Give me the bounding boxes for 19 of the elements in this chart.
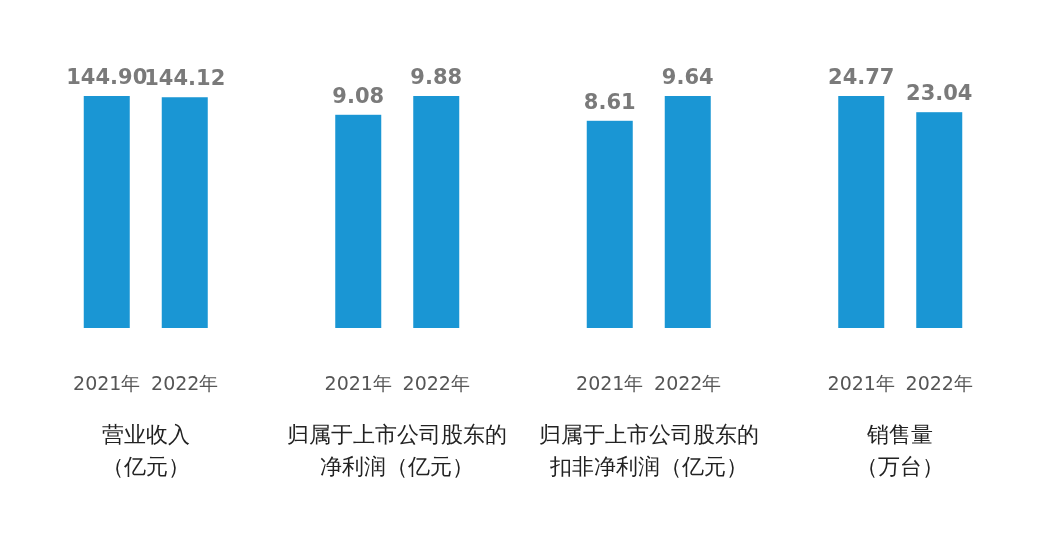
x-tick-label: 2022年 <box>654 372 722 394</box>
x-axis-title: 归属于上市公司股东的扣非净利润（亿元） <box>538 422 759 479</box>
x-axis-title: 销售量（万台） <box>856 422 945 479</box>
data-label: 24.77 <box>828 65 895 89</box>
x-tick-label: 2022年 <box>151 372 219 394</box>
data-label: 23.04 <box>906 81 973 106</box>
data-label: 8.61 <box>583 89 636 114</box>
x-tick-label: 2022年 <box>905 372 973 394</box>
x-axis-title: 营业收入（亿元） <box>101 422 190 479</box>
data-label: 144.90 <box>66 65 148 89</box>
x-tick-label: 2021年 <box>576 372 644 394</box>
data-label: 9.08 <box>332 83 385 108</box>
x-tick-label: 2021年 <box>324 372 392 394</box>
x-axis-title: 归属于上市公司股东的净利润（亿元） <box>287 422 508 479</box>
x-tick-label: 2021年 <box>827 372 895 394</box>
x-tick-label: 2021年 <box>73 372 141 394</box>
data-label: 9.88 <box>410 65 463 89</box>
data-label: 9.64 <box>661 65 714 89</box>
x-tick-label: 2022年 <box>402 372 470 394</box>
